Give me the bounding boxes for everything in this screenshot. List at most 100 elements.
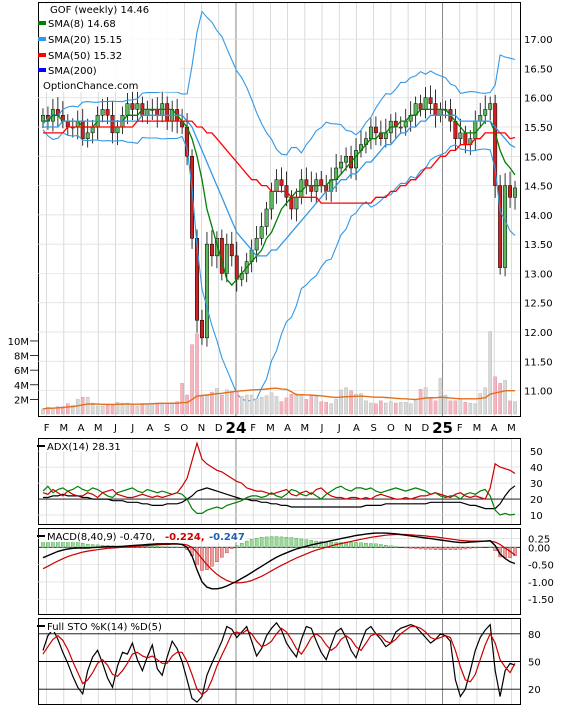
candle-body bbox=[508, 185, 513, 198]
x-tick-label: O bbox=[180, 423, 188, 434]
volume-bar bbox=[115, 402, 120, 415]
adx-panel-frame bbox=[38, 438, 521, 525]
candle-body bbox=[344, 156, 349, 163]
price-tick-label: 13.50 bbox=[524, 240, 553, 251]
volume-bar bbox=[304, 399, 309, 415]
adx-layer bbox=[42, 441, 516, 516]
grid-layer bbox=[38, 3, 520, 704]
volume-bar bbox=[51, 407, 55, 415]
volume-bar bbox=[269, 392, 274, 415]
macd-histogram-bar bbox=[443, 547, 448, 550]
volume-bar bbox=[379, 400, 383, 415]
macd-histogram-bar bbox=[438, 547, 443, 550]
volume-bar bbox=[369, 402, 373, 415]
candle-body bbox=[304, 179, 309, 186]
sma-line-2 bbox=[43, 120, 516, 204]
x-tick-label: F bbox=[457, 423, 463, 434]
macd-panel-frame bbox=[38, 528, 521, 615]
candle-body bbox=[503, 185, 508, 268]
macd-histogram-bar bbox=[150, 546, 155, 548]
macd-histogram-bar bbox=[145, 546, 150, 548]
volume-bar bbox=[210, 391, 214, 415]
price-tick-label: 12.00 bbox=[524, 328, 553, 339]
volume-bar bbox=[234, 391, 239, 415]
legend-swatch-sma200 bbox=[38, 68, 46, 72]
volume-bar bbox=[239, 396, 244, 415]
price-tick-label: 14.50 bbox=[524, 182, 553, 193]
macd-histogram-bar bbox=[384, 545, 388, 548]
x-tick-label: A bbox=[491, 423, 498, 434]
volume-bar bbox=[309, 395, 314, 415]
volume-bar bbox=[90, 402, 95, 415]
volume-bar bbox=[498, 383, 502, 415]
x-tick-label: A bbox=[284, 423, 291, 434]
volume-bar bbox=[403, 402, 408, 415]
macd-layer bbox=[41, 532, 517, 590]
legend-swatch-sma8 bbox=[38, 21, 46, 25]
volume-bar bbox=[389, 401, 393, 415]
candle-body bbox=[155, 109, 160, 116]
macd-signal-line bbox=[42, 533, 516, 584]
sto-tick-label: 20 bbox=[528, 685, 541, 696]
candle-body bbox=[90, 126, 95, 134]
volume-bar bbox=[299, 394, 304, 415]
candle-body bbox=[110, 115, 115, 134]
x-tick-label: F bbox=[250, 423, 256, 434]
volume-bar bbox=[513, 401, 517, 415]
candle-body bbox=[254, 238, 259, 251]
volume-bar bbox=[453, 400, 458, 415]
volume-bar bbox=[364, 400, 368, 415]
volume-bar bbox=[413, 399, 418, 415]
candle-body bbox=[473, 120, 478, 139]
adx-tick-label: 50 bbox=[530, 447, 543, 458]
volume-bar bbox=[274, 396, 279, 415]
volume-bar bbox=[344, 387, 348, 415]
x-tick-label: M bbox=[507, 423, 516, 434]
x-tick-label: A bbox=[353, 423, 360, 434]
candle-body bbox=[229, 243, 234, 257]
macd-histogram-bar bbox=[225, 547, 229, 554]
candle-body bbox=[319, 179, 324, 186]
chart-title: GOF (weekly) 14.46 bbox=[50, 5, 149, 16]
candle-body bbox=[458, 132, 463, 139]
candle-body bbox=[498, 185, 503, 268]
x-tick-label: J bbox=[130, 423, 134, 434]
volume-bar bbox=[319, 401, 324, 415]
macd-line bbox=[42, 532, 516, 590]
volume-bar bbox=[195, 333, 199, 415]
volume-bar bbox=[503, 380, 507, 415]
volume-bar bbox=[478, 393, 483, 415]
candle-body bbox=[339, 161, 344, 169]
candle-body bbox=[209, 243, 214, 257]
candle-body bbox=[373, 126, 378, 134]
volume-bar bbox=[165, 403, 169, 415]
volume-bar bbox=[433, 400, 438, 415]
candle-body bbox=[354, 150, 358, 169]
price-tick-label: 11.50 bbox=[524, 357, 553, 368]
volume-bar bbox=[130, 404, 135, 415]
volume-bar bbox=[458, 399, 463, 415]
macd-histogram-bar bbox=[155, 546, 160, 548]
macd-histogram-bar bbox=[264, 536, 269, 548]
price-tick-label: 16.50 bbox=[524, 64, 553, 75]
macd-tick-label: 0.25 bbox=[528, 535, 550, 546]
candle-body bbox=[145, 109, 150, 116]
macd-histogram-bar bbox=[279, 536, 284, 548]
macd-histogram-bar bbox=[299, 538, 304, 548]
macd-histogram-bar bbox=[329, 541, 333, 548]
sto-tick-label: 50 bbox=[528, 658, 541, 669]
volume-bar bbox=[483, 387, 488, 415]
volume-bar bbox=[150, 403, 155, 415]
volume-bar bbox=[220, 394, 224, 415]
macd-histogram-bar bbox=[244, 540, 249, 548]
price-layer bbox=[41, 10, 517, 402]
candle-body bbox=[195, 238, 199, 321]
volume-bar bbox=[105, 405, 110, 415]
volume-bar bbox=[125, 402, 130, 415]
macd-histogram-bar bbox=[229, 547, 234, 549]
x-tick-label: M bbox=[266, 423, 275, 434]
x-tick-label: J bbox=[320, 423, 324, 434]
macd-histogram-bar bbox=[408, 547, 413, 549]
candle-body bbox=[105, 109, 110, 116]
candle-body bbox=[100, 109, 105, 116]
